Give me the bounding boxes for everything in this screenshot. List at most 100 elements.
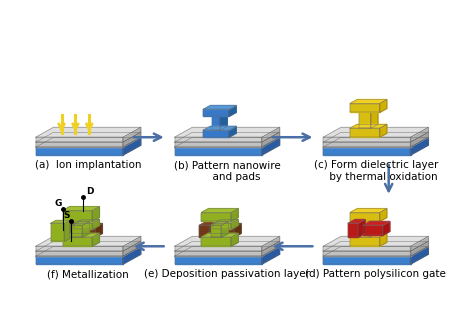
Polygon shape xyxy=(36,246,123,251)
Polygon shape xyxy=(174,251,262,256)
Text: (d) Pattern polysilicon gate: (d) Pattern polysilicon gate xyxy=(305,269,446,279)
Text: G: G xyxy=(54,199,62,208)
Polygon shape xyxy=(359,112,371,128)
Polygon shape xyxy=(231,219,238,229)
Polygon shape xyxy=(383,222,390,235)
Polygon shape xyxy=(221,222,228,237)
Polygon shape xyxy=(350,213,380,222)
Polygon shape xyxy=(36,241,141,251)
Polygon shape xyxy=(174,137,262,142)
Polygon shape xyxy=(95,224,102,237)
Polygon shape xyxy=(92,219,100,229)
Polygon shape xyxy=(200,222,216,226)
Polygon shape xyxy=(262,132,280,147)
Polygon shape xyxy=(36,132,141,142)
Polygon shape xyxy=(63,207,100,211)
Polygon shape xyxy=(174,236,280,246)
Polygon shape xyxy=(410,127,428,142)
Polygon shape xyxy=(370,217,377,237)
Polygon shape xyxy=(380,209,387,222)
Polygon shape xyxy=(174,246,262,251)
Polygon shape xyxy=(348,219,365,224)
Polygon shape xyxy=(371,109,378,128)
Text: D: D xyxy=(86,187,94,196)
Polygon shape xyxy=(201,209,238,213)
Polygon shape xyxy=(262,137,280,155)
Polygon shape xyxy=(220,112,228,130)
Polygon shape xyxy=(36,147,123,155)
Polygon shape xyxy=(323,137,428,147)
Polygon shape xyxy=(231,209,238,222)
Polygon shape xyxy=(350,103,380,112)
Polygon shape xyxy=(214,227,234,237)
Polygon shape xyxy=(410,241,428,256)
Polygon shape xyxy=(73,222,90,226)
Polygon shape xyxy=(74,224,92,229)
Polygon shape xyxy=(36,127,141,137)
Polygon shape xyxy=(174,132,280,142)
Polygon shape xyxy=(380,99,387,112)
Polygon shape xyxy=(123,137,141,155)
Polygon shape xyxy=(350,128,380,137)
Polygon shape xyxy=(213,224,231,229)
Polygon shape xyxy=(380,233,387,246)
Polygon shape xyxy=(61,226,71,237)
Polygon shape xyxy=(51,220,70,224)
Polygon shape xyxy=(234,224,241,237)
Polygon shape xyxy=(200,226,209,237)
Polygon shape xyxy=(229,126,236,137)
Polygon shape xyxy=(203,130,229,137)
Polygon shape xyxy=(350,209,387,213)
Polygon shape xyxy=(350,99,387,103)
Polygon shape xyxy=(410,137,428,155)
Polygon shape xyxy=(323,236,428,246)
Polygon shape xyxy=(174,142,262,147)
Polygon shape xyxy=(123,236,141,251)
Polygon shape xyxy=(350,237,380,246)
Polygon shape xyxy=(323,142,410,147)
Polygon shape xyxy=(360,217,377,222)
Text: (c) Form dielectric layer
     by thermal oxidation: (c) Form dielectric layer by thermal oxi… xyxy=(313,160,438,182)
Polygon shape xyxy=(211,226,221,237)
Polygon shape xyxy=(64,220,70,241)
Polygon shape xyxy=(323,147,410,155)
Polygon shape xyxy=(92,207,100,222)
Polygon shape xyxy=(229,106,236,116)
Polygon shape xyxy=(350,233,387,237)
Text: S: S xyxy=(63,212,70,220)
Polygon shape xyxy=(380,124,387,137)
Polygon shape xyxy=(410,236,428,251)
Polygon shape xyxy=(323,256,410,264)
Polygon shape xyxy=(323,246,410,251)
Polygon shape xyxy=(123,127,141,142)
Text: (b) Pattern nanowire
      and pads: (b) Pattern nanowire and pads xyxy=(173,160,281,182)
Polygon shape xyxy=(123,246,141,264)
Polygon shape xyxy=(92,233,100,246)
Polygon shape xyxy=(174,246,280,256)
Polygon shape xyxy=(36,236,141,246)
Polygon shape xyxy=(262,236,280,251)
Polygon shape xyxy=(201,237,231,246)
Polygon shape xyxy=(358,219,365,237)
Polygon shape xyxy=(214,224,241,228)
Polygon shape xyxy=(323,251,410,256)
Polygon shape xyxy=(211,222,228,226)
Polygon shape xyxy=(201,233,238,237)
Polygon shape xyxy=(36,142,123,147)
Polygon shape xyxy=(350,124,387,128)
Polygon shape xyxy=(209,222,216,237)
Polygon shape xyxy=(212,116,220,130)
Polygon shape xyxy=(63,211,92,222)
Polygon shape xyxy=(75,224,102,228)
Polygon shape xyxy=(73,226,82,237)
Polygon shape xyxy=(36,256,123,264)
Polygon shape xyxy=(74,219,100,224)
Text: (e) Deposition passivation layer: (e) Deposition passivation layer xyxy=(144,269,310,279)
Polygon shape xyxy=(323,241,428,251)
Polygon shape xyxy=(36,251,123,256)
Text: (a)  Ion implantation: (a) Ion implantation xyxy=(35,160,142,170)
Polygon shape xyxy=(203,106,236,110)
Polygon shape xyxy=(36,137,123,142)
Polygon shape xyxy=(323,246,428,256)
Polygon shape xyxy=(262,241,280,256)
